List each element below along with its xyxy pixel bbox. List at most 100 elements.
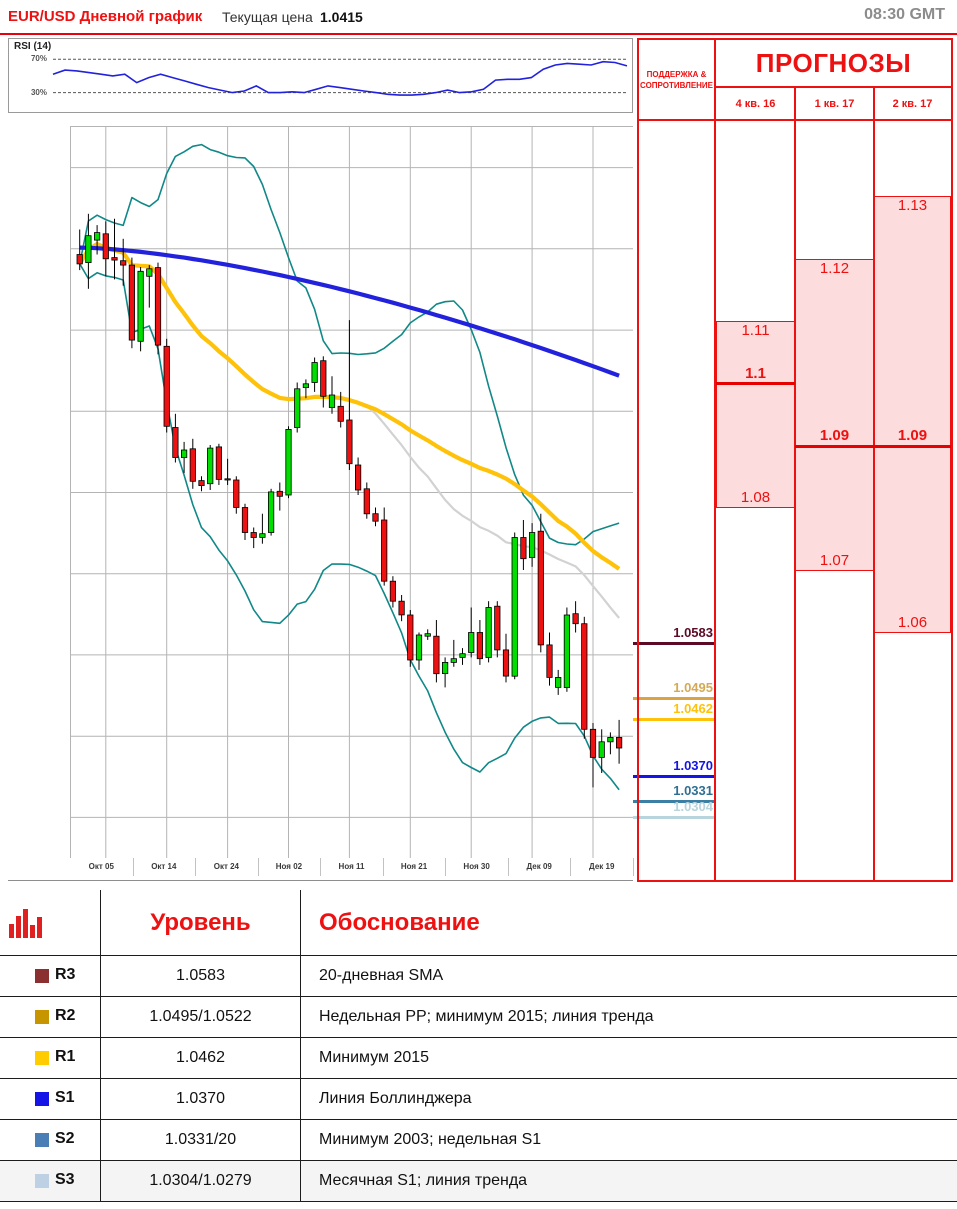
level-id-label: S3 — [55, 1171, 75, 1188]
level-line-r1 — [633, 717, 715, 721]
level-reason: 20-дневная SMA — [319, 967, 444, 984]
forecast-title-cell: ПРОГНОЗЫ — [716, 40, 951, 88]
forecast-title: ПРОГНОЗЫ — [755, 47, 912, 78]
rsi-title: RSI (14) — [14, 41, 52, 52]
forecast-range-box — [795, 258, 874, 571]
level-color-swatch — [35, 1174, 49, 1188]
level-id-label: R2 — [55, 1007, 76, 1024]
level-reason: Недельная PP; минимум 2015; линия тренда — [319, 1008, 654, 1025]
level-id-cell: S3 — [29, 1161, 101, 1201]
row-spacer — [0, 1038, 29, 1078]
level-value-cell: 1.0495/1.0522 — [101, 997, 301, 1037]
level-value-cell: 1.0331/20 — [101, 1120, 301, 1160]
level-id-cell: S2 — [29, 1120, 101, 1160]
level-reason-cell: Минимум 2003; недельная S1 — [301, 1120, 957, 1160]
forecast-value: 1.1 — [745, 364, 766, 382]
forecast-quarter-header: 2 кв. 17 — [874, 88, 951, 121]
level-color-swatch — [35, 1010, 49, 1024]
level-value-cell: 1.0583 — [101, 956, 301, 996]
level-line-r3 — [633, 642, 715, 646]
sr-header-line1: ПОДДЕРЖКА & — [646, 69, 707, 79]
level-value: 1.0495/1.0522 — [149, 1008, 252, 1025]
level-value: 1.0370 — [176, 1090, 225, 1107]
table-row: S2 1.0331/20 Минимум 2003; недельная S1 — [0, 1120, 957, 1161]
forecast-value: 1.07 — [819, 551, 850, 569]
level-label-s3: 1.0304 — [673, 799, 713, 815]
price-x-tick: Ноя 11 — [338, 862, 365, 871]
level-line-s2 — [633, 799, 715, 803]
level-value: 1.0331/20 — [164, 1131, 237, 1148]
level-label-s2: 1.0331 — [673, 782, 713, 798]
level-label-r3: 1.0583 — [673, 625, 713, 641]
forecast-value: 1.09 — [819, 427, 850, 445]
table-row: R3 1.0583 20-дневная SMA — [0, 956, 957, 997]
forecast-table: ПОДДЕРЖКА & СОПРОТИВЛЕНИЕ ПРОГНОЗЫ 4 кв.… — [637, 38, 953, 882]
current-price-label: Текущая цена — [222, 9, 313, 25]
level-value-cell: 1.0370 — [101, 1079, 301, 1119]
level-color-swatch — [35, 1133, 49, 1147]
x-axis-baseline — [8, 880, 633, 881]
sr-header-cell: ПОДДЕРЖКА & СОПРОТИВЛЕНИЕ — [639, 40, 716, 121]
level-reason-cell: Линия Боллинджера — [301, 1079, 957, 1119]
forecast-quarter-label: 1 кв. 17 — [814, 97, 855, 110]
bar-chart-icon — [0, 890, 42, 955]
row-spacer — [0, 997, 29, 1037]
support-resistance-ladder: 1.0583 1.0495 1.0462 1.0370 1.0331 1.0304 — [633, 126, 715, 882]
level-line-s3 — [633, 816, 715, 820]
level-reason-cell: Минимум 2015 — [301, 1038, 957, 1078]
level-reason-cell: Недельная PP; минимум 2015; линия тренда — [301, 997, 957, 1037]
x-axis-separator — [258, 858, 259, 876]
levels-table-reason-col-header: Обоснование — [319, 908, 480, 936]
level-reason: Минимум 2003; недельная S1 — [319, 1131, 542, 1148]
x-axis-separator — [633, 858, 634, 876]
level-value: 1.0462 — [176, 1049, 225, 1066]
levels-table-id-col-header — [29, 890, 101, 955]
forecast-quarter-label: 4 кв. 16 — [735, 97, 776, 110]
level-reason: Минимум 2015 — [319, 1049, 430, 1066]
forecast-value: 1.11 — [741, 322, 770, 340]
sr-header-line2: СОПРОТИВЛЕНИЕ — [639, 80, 714, 90]
timestamp: 08:30 GMT — [864, 6, 945, 23]
forecast-quarter-label: 2 кв. 17 — [892, 97, 933, 110]
x-axis-separator — [508, 858, 509, 876]
level-value-cell: 1.0462 — [101, 1038, 301, 1078]
price-x-tick: Дек 09 — [526, 862, 552, 871]
price-x-tick: Окт 24 — [213, 862, 239, 871]
forecast-central-line — [716, 382, 795, 385]
x-axis-separator — [445, 858, 446, 876]
header-bar: EUR/USD Дневной график Текущая цена 1.04… — [0, 0, 957, 34]
level-line-r2 — [633, 697, 715, 701]
level-color-swatch — [35, 1051, 49, 1065]
price-x-tick: Окт 14 — [151, 862, 177, 871]
level-id-label: S1 — [55, 1089, 75, 1106]
forecast-quarter-header: 1 кв. 17 — [795, 88, 874, 121]
level-reason-cell: 20-дневная SMA — [301, 956, 957, 996]
current-price-value: 1.0415 — [320, 9, 363, 25]
level-line-s1 — [633, 775, 715, 779]
forecast-value: 1.13 — [897, 197, 928, 215]
price-plot-area — [70, 126, 633, 858]
level-color-swatch — [35, 969, 49, 983]
table-row: S3 1.0304/1.0279 Месячная S1; линия тренда — [0, 1161, 957, 1202]
level-reason: Линия Боллинджера — [319, 1090, 472, 1107]
forecast-quarter-header: 4 кв. 16 — [716, 88, 795, 121]
forecast-value: 1.08 — [740, 489, 771, 507]
table-row: S1 1.0370 Линия Боллинджера — [0, 1079, 957, 1120]
level-id-cell: R3 — [29, 956, 101, 996]
level-label-r1: 1.0462 — [673, 700, 713, 716]
level-id-cell: S1 — [29, 1079, 101, 1119]
price-x-tick: Дек 19 — [589, 862, 615, 871]
table-row: R1 1.0462 Минимум 2015 — [0, 1038, 957, 1079]
forecast-value: 1.12 — [819, 259, 850, 277]
rsi-lower-label: 30% — [30, 87, 47, 97]
row-spacer — [0, 1120, 29, 1160]
rsi-line-chart — [52, 58, 628, 96]
levels-table-header: Уровень Обоснование — [0, 890, 957, 956]
levels-table: Уровень Обоснование R3 1.0583 20-дневная S… — [0, 890, 957, 1202]
level-value-cell: 1.0304/1.0279 — [101, 1161, 301, 1201]
candlestick-plot — [71, 127, 633, 858]
level-label-r2: 1.0495 — [673, 680, 713, 696]
x-axis-separator — [195, 858, 196, 876]
forecast-central-line — [874, 444, 951, 448]
page-title: EUR/USD Дневной график — [8, 8, 203, 25]
